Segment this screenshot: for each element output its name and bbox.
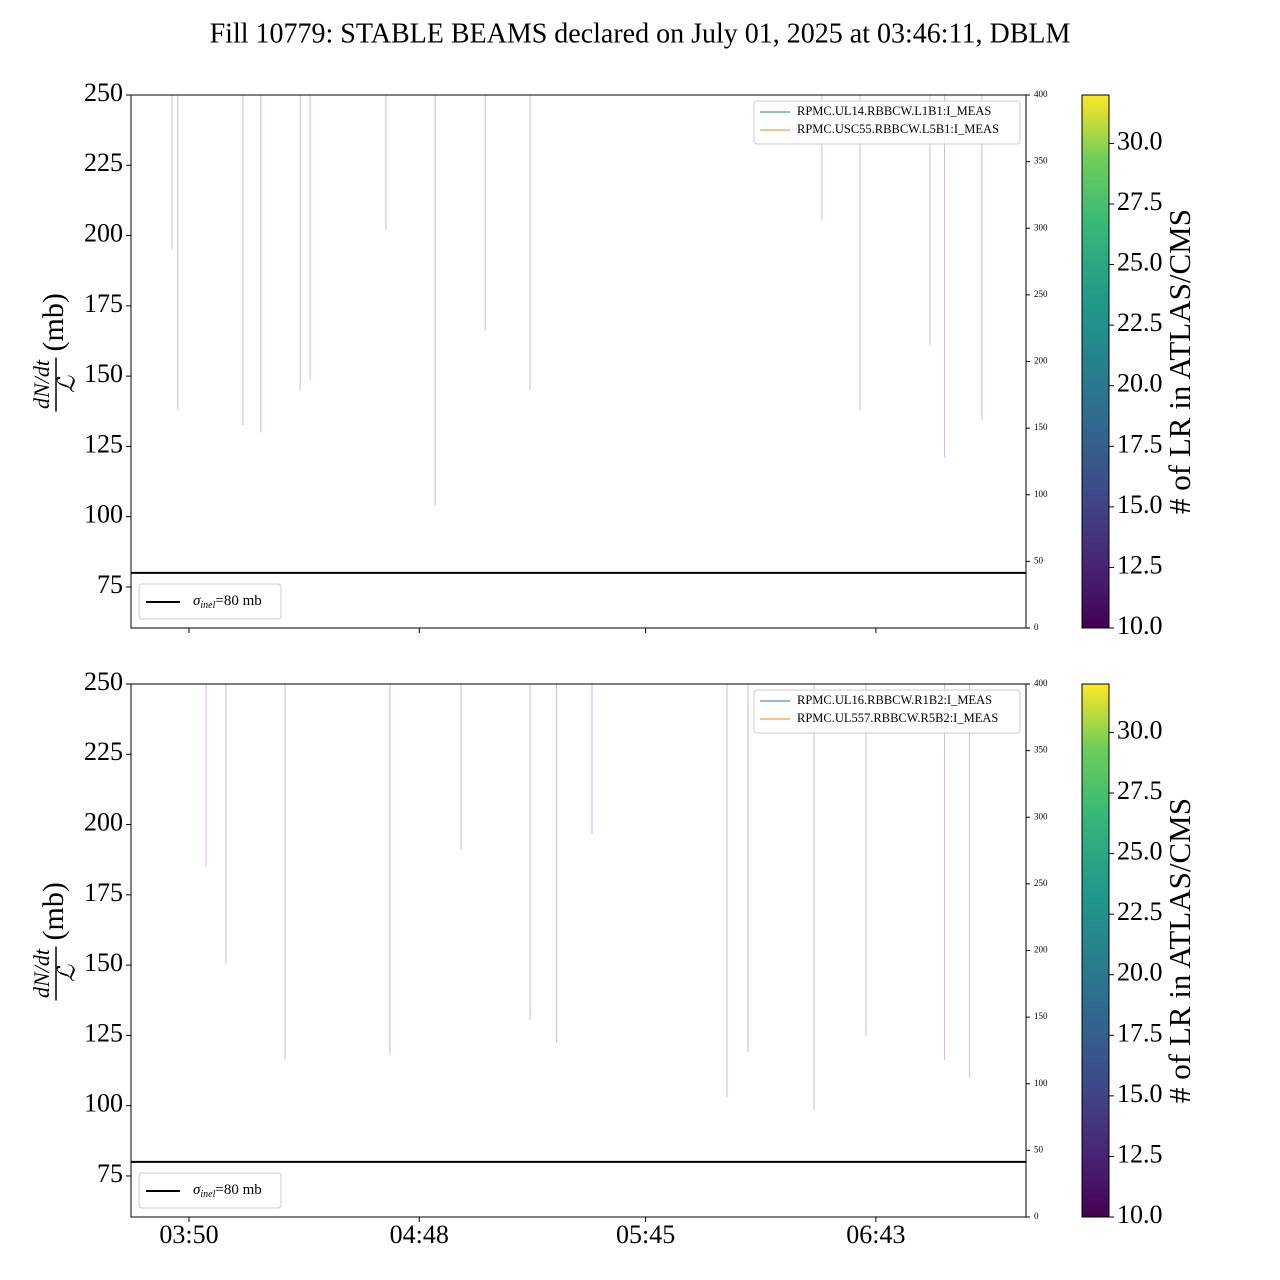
y2-tick-label: 250: [1034, 289, 1048, 299]
colorbar-tick-label: 15.0: [1117, 1079, 1163, 1108]
colorbar: [1081, 683, 1110, 1218]
plot-frame: [130, 94, 1027, 629]
y2-tick-label: 250: [1034, 878, 1048, 888]
colorbar-tick-label: 15.0: [1117, 490, 1163, 519]
colorbar-tick-label: 22.5: [1117, 897, 1163, 926]
y-tick-label: 75: [97, 570, 123, 599]
colorbar-tick-label: 10.0: [1117, 611, 1163, 640]
legend-label-part: σ: [193, 593, 201, 609]
y-label-unit: (mb): [37, 882, 70, 940]
legend-label-part: =80 mb: [215, 593, 261, 609]
y-label-numerator: dN/dt: [29, 948, 54, 998]
y-tick-label: 175: [84, 878, 123, 907]
y2-tick-label: 300: [1034, 222, 1048, 232]
y-tick-label: 175: [84, 289, 123, 318]
legend-label: RPMC.UL557.RBBCW.R5B2:I_MEAS: [797, 711, 998, 725]
y-label-numerator: dN/dt: [29, 359, 54, 409]
colorbar-tick-label: 17.5: [1117, 429, 1163, 458]
colorbar: [1081, 94, 1110, 629]
y-tick-label: 75: [97, 1159, 123, 1188]
legend-label-part: inel: [200, 600, 215, 611]
y2-tick-label: 350: [1034, 156, 1048, 166]
colorbar-label: # of LR in ATLAS/CMS: [1162, 798, 1197, 1103]
y2-tick-label: 400: [1034, 678, 1048, 688]
x-tick-label: 05:45: [616, 1220, 675, 1249]
colorbar-tick-label: 12.5: [1117, 550, 1163, 579]
y-tick-label: 125: [84, 1018, 123, 1047]
y-tick-label: 225: [84, 737, 123, 766]
y2-tick-label: 0: [1034, 622, 1039, 632]
y-tick-label: 200: [84, 808, 123, 837]
legend-label: σinel=80 mb: [193, 1182, 262, 1200]
colorbar-tick-label: 30.0: [1117, 715, 1163, 744]
legend-box: [138, 1172, 282, 1209]
y-tick-label: 225: [84, 148, 123, 177]
y-label-denominator: ℒ: [55, 964, 81, 982]
y-tick-label: 125: [84, 429, 123, 458]
y-label-denominator: ℒ: [55, 375, 81, 393]
y2-tick-label: 300: [1034, 811, 1048, 821]
colorbar-tick-label: 25.0: [1117, 837, 1163, 866]
y2-tick-label: 200: [1034, 945, 1048, 955]
legend-label: σinel=80 mb: [193, 593, 262, 611]
legend-label: RPMC.UL14.RBBCW.L1B1:I_MEAS: [797, 104, 991, 118]
y-tick-label: 250: [84, 667, 123, 696]
legend-label-part: inel: [200, 1189, 215, 1200]
colorbar-tick-label: 20.0: [1117, 958, 1163, 987]
x-tick-label: 04:48: [390, 1220, 449, 1249]
legend-label: RPMC.USC55.RBBCW.L5B1:I_MEAS: [797, 122, 999, 136]
y2-tick-label: 100: [1034, 1078, 1048, 1088]
y-tick-label: 150: [84, 948, 123, 977]
y2-tick-label: 0: [1034, 1211, 1039, 1221]
y2-tick-label: 150: [1034, 422, 1048, 432]
figure-title: Fill 10779: STABLE BEAMS declared on Jul…: [210, 18, 1071, 49]
y-axis-label: dN/dt ℒ (mb): [29, 882, 81, 1001]
plot-frame: [130, 683, 1027, 1218]
legend-label: RPMC.UL16.RBBCW.R1B2:I_MEAS: [797, 693, 992, 707]
colorbar-tick-label: 27.5: [1117, 776, 1163, 805]
y-tick-label: 250: [84, 78, 123, 107]
y2-tick-label: 200: [1034, 356, 1048, 366]
colorbar-tick-label: 25.0: [1117, 248, 1163, 277]
y2-tick-label: 150: [1034, 1011, 1048, 1021]
colorbar-tick-label: 17.5: [1117, 1018, 1163, 1047]
y2-tick-label: 350: [1034, 745, 1048, 755]
y-tick-label: 150: [84, 359, 123, 388]
colorbar-label: # of LR in ATLAS/CMS: [1162, 209, 1197, 514]
colorbar-tick-label: 12.5: [1117, 1139, 1163, 1168]
y2-tick-label: 400: [1034, 89, 1048, 99]
y-tick-label: 200: [84, 219, 123, 248]
colorbar-tick-label: 10.0: [1117, 1200, 1163, 1229]
x-tick-label: 06:43: [846, 1220, 905, 1249]
y-tick-label: 100: [84, 1089, 123, 1118]
x-tick-label: 03:50: [159, 1220, 218, 1249]
y2-tick-label: 50: [1034, 555, 1044, 565]
y-axis-label: dN/dt ℒ (mb): [29, 293, 81, 412]
legend-label-part: =80 mb: [215, 1182, 261, 1198]
legend-label-part: σ: [193, 1182, 201, 1198]
legend-box: [753, 689, 1021, 734]
y-tick-label: 100: [84, 500, 123, 529]
y-label-unit: (mb): [37, 293, 70, 351]
y2-tick-label: 50: [1034, 1144, 1044, 1154]
legend-box: [753, 100, 1021, 145]
colorbar-tick-label: 20.0: [1117, 369, 1163, 398]
y2-tick-label: 100: [1034, 489, 1048, 499]
colorbar-tick-label: 27.5: [1117, 187, 1163, 216]
colorbar-tick-label: 22.5: [1117, 308, 1163, 337]
colorbar-tick-label: 30.0: [1117, 126, 1163, 155]
legend-box: [138, 583, 282, 620]
